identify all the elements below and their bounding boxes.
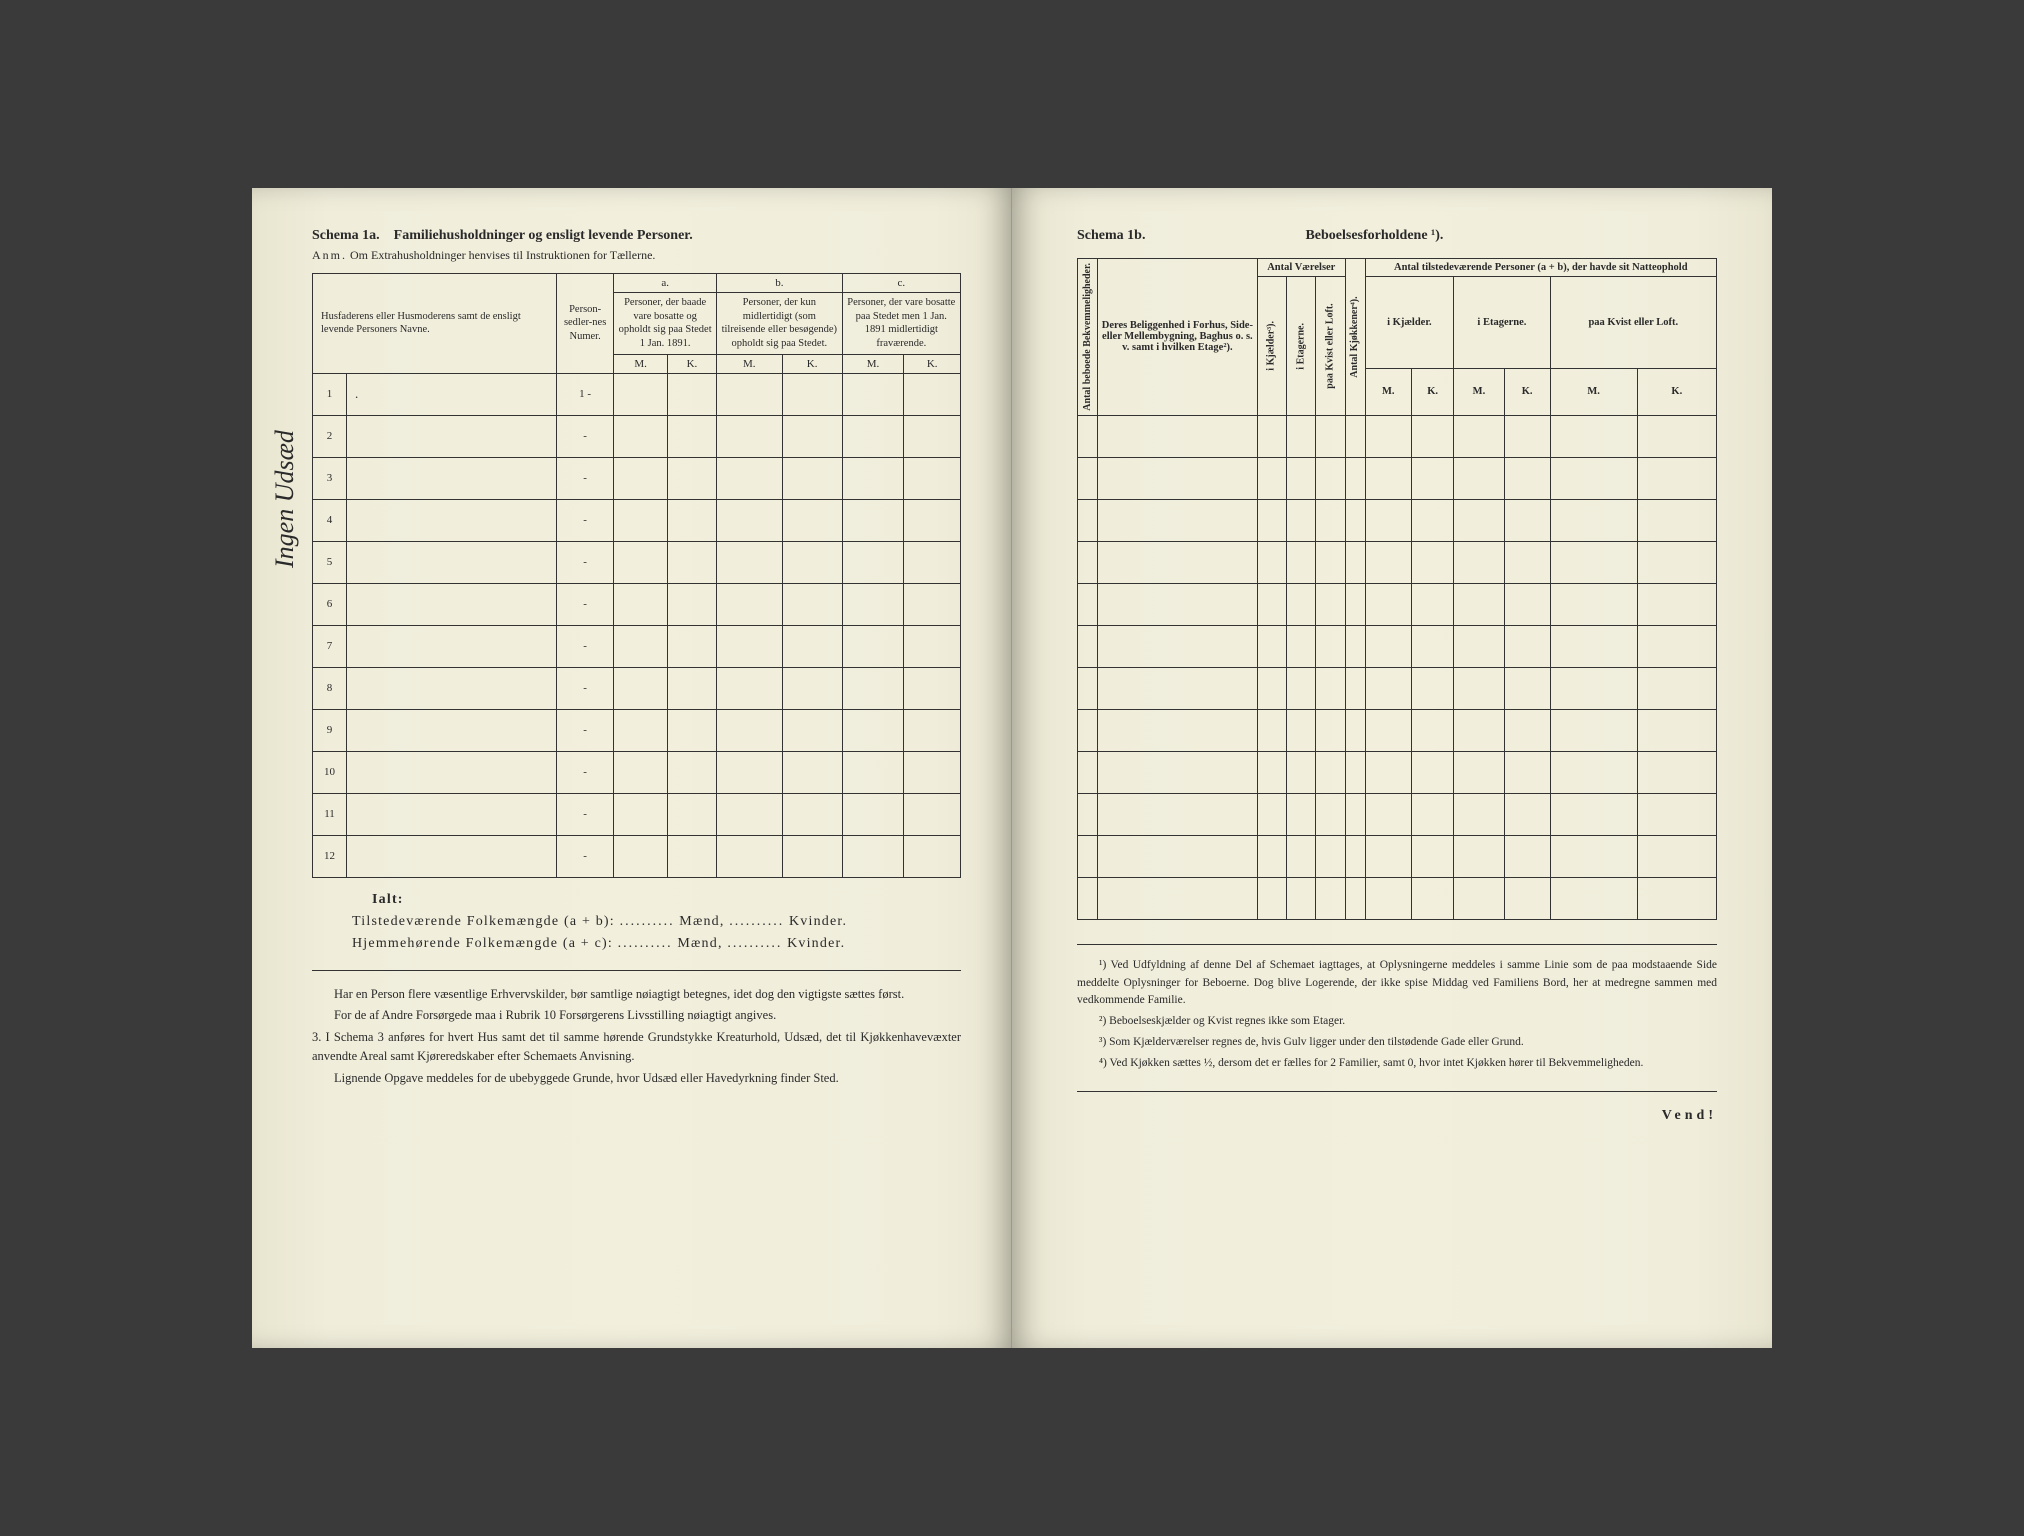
handwriting-margin: Ingen Udsæd [270, 430, 300, 568]
table-row: 5 [313, 541, 961, 583]
schema-1a-rows: 1.1 - 2 3 4 5 6 7 8 9 10 11 12 [313, 373, 961, 877]
ialt-label: Ialt: [372, 892, 961, 908]
table-row [1078, 667, 1717, 709]
table-row: 12 [313, 835, 961, 877]
hdr-v-kjaelder: i Kjælder³). [1257, 277, 1286, 416]
anm-label: Anm. [312, 248, 347, 262]
hdr-p-kvist: paa Kvist eller Loft. [1550, 277, 1716, 369]
table-row: 3 [313, 457, 961, 499]
table-row [1078, 625, 1717, 667]
table-row: 4 [313, 499, 961, 541]
table-row [1078, 583, 1717, 625]
body-p1: Har en Person flere væsentlige Erhvervsk… [312, 985, 961, 1004]
hdr-personseddler: Person-sedler-nes Numer. [557, 274, 614, 374]
hdr-v-etagerne: i Etagerne. [1287, 277, 1316, 416]
footnote-3: ³) Som Kjælderværelser regnes de, hvis G… [1077, 1034, 1717, 1052]
schema-1b-title: Beboelsesforholdene ¹). [1305, 228, 1443, 244]
anm-text: Om Extrahusholdninger henvises til Instr… [350, 248, 655, 262]
vend-label: Vend! [1077, 1108, 1717, 1124]
table-row [1078, 709, 1717, 751]
footnote-1: ¹) Ved Udfyldning af denne Del af Schema… [1077, 957, 1717, 1010]
hdr-antal-vaer: Antal Værelser [1257, 259, 1345, 277]
hdr-antal-bekv: Antal beboede Bekvemmeligheder. [1078, 259, 1098, 416]
table-row: 6 [313, 583, 961, 625]
table-row [1078, 415, 1717, 457]
hjem-folk: Hjemmehørende Folkemængde (a + c): [352, 936, 613, 951]
body-text: Har en Person flere væsentlige Erhvervsk… [312, 985, 961, 1088]
footnote-4: ⁴) Ved Kjøkken sættes ½, dersom det er f… [1077, 1055, 1717, 1073]
table-row: 10 [313, 751, 961, 793]
table-row: 11 [313, 793, 961, 835]
footnote-2: ²) Beboelseskjælder og Kvist regnes ikke… [1077, 1013, 1717, 1031]
hdr-c-k: K. [904, 354, 961, 373]
hdr-p-kjaelder: i Kjælder. [1365, 277, 1454, 369]
hdr-c-m: M. [842, 354, 904, 373]
table-row [1078, 457, 1717, 499]
hdr-antal-pers: Antal tilstedeværende Personer (a + b), … [1365, 259, 1716, 277]
table-row [1078, 835, 1717, 877]
right-page: Schema 1b. Beboelsesforholdene ¹). Antal… [1012, 188, 1772, 1348]
footnotes: ¹) Ved Udfyldning af denne Del af Schema… [1077, 944, 1717, 1073]
left-page: Ingen Udsæd Schema 1a. Familiehusholdnin… [252, 188, 1012, 1348]
schema-1b-rows [1078, 415, 1717, 919]
body-p2: For de af Andre Forsørgede maa i Rubrik … [312, 1006, 961, 1025]
hdr-p-etag: i Etagerne. [1454, 277, 1550, 369]
table-row: 9 [313, 709, 961, 751]
body-p4: Lignende Opgave meddeles for de ubebygge… [312, 1069, 961, 1088]
hdr-a-text: Personer, der baade vare bosatte og opho… [614, 293, 717, 355]
table-row: 8 [313, 667, 961, 709]
table-row [1078, 877, 1717, 919]
hdr-c-text: Personer, der vare bosatte paa Stedet me… [842, 293, 960, 355]
hdr-b-k: K. [782, 354, 842, 373]
body-p3: 3. I Schema 3 anføres for hvert Hus samt… [312, 1028, 961, 1066]
totals: Ialt: Tilstedeværende Folkemængde (a + b… [312, 892, 961, 952]
schema-1a-table: Husfaderens eller Husmoderens samt de en… [312, 273, 961, 878]
table-row: 2 [313, 415, 961, 457]
schema-1b-table: Antal beboede Bekvemmeligheder. Deres Be… [1077, 258, 1717, 920]
book-spread: Ingen Udsæd Schema 1a. Familiehusholdnin… [252, 188, 1772, 1348]
hdr-b: b. [717, 274, 843, 293]
table-row: 1.1 - [313, 373, 961, 415]
table-row [1078, 751, 1717, 793]
table-row [1078, 499, 1717, 541]
hdr-names: Husfaderens eller Husmoderens samt de en… [313, 274, 557, 374]
hdr-a: a. [614, 274, 717, 293]
hdr-beliggenhed: Deres Beliggenhed i Forhus, Side- eller … [1097, 259, 1257, 416]
hdr-a-m: M. [614, 354, 668, 373]
schema-1b-label: Schema 1b. [1077, 228, 1145, 244]
hdr-b-text: Personer, der kun midlertidigt (som tilr… [717, 293, 843, 355]
schema-1a-title: Familiehusholdninger og ensligt levende … [394, 228, 693, 244]
hdr-b-m: M. [717, 354, 783, 373]
table-row [1078, 541, 1717, 583]
table-row [1078, 793, 1717, 835]
hdr-a-k: K. [667, 354, 716, 373]
hdr-v-kvist: paa Kvist eller Loft. [1316, 277, 1345, 416]
schema-1a-label: Schema 1a. [312, 228, 380, 244]
hdr-antal-kjok: Antal Kjøkkener⁴). [1345, 259, 1365, 416]
til-folk: Tilstedeværende Folkemængde (a + b): [352, 914, 615, 929]
table-row: 7 [313, 625, 961, 667]
hdr-c: c. [842, 274, 960, 293]
